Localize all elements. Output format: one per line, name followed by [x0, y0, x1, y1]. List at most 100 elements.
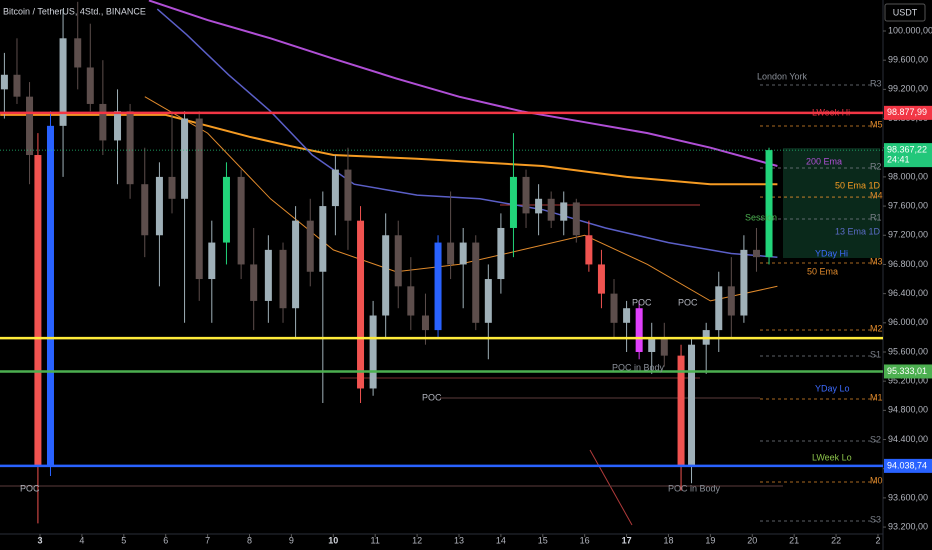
candle-body — [740, 249, 748, 316]
candle-body — [114, 111, 122, 141]
annotation: POC — [422, 392, 442, 402]
annotation: 50 Ema — [807, 266, 838, 276]
ma-line — [144, 96, 778, 302]
currency[interactable]: USDT — [893, 7, 918, 17]
candle-body — [222, 176, 230, 243]
candle-body — [434, 242, 442, 331]
candle-body — [459, 242, 467, 265]
x-tick-label: 18 — [663, 535, 673, 545]
price-box — [884, 105, 932, 120]
pivot-label: M4 — [870, 190, 883, 200]
candle-body — [715, 286, 723, 331]
candle-body — [369, 315, 377, 389]
candle-body — [0, 74, 8, 90]
pivot-label: M2 — [870, 323, 883, 333]
x-tick-label: 12 — [412, 535, 422, 545]
x-tick-label: 6 — [163, 535, 168, 545]
candle-body — [292, 220, 300, 309]
candle-body — [421, 315, 429, 331]
y-tick-label: 96.400,00 — [888, 288, 928, 298]
annotation: YDay Hi — [815, 248, 848, 258]
candle-body — [306, 220, 314, 272]
y-tick-label: 94.800,00 — [888, 405, 928, 415]
price-box — [884, 364, 932, 379]
y-tick-label: 99.200,00 — [888, 84, 928, 94]
candle-body — [26, 96, 34, 156]
x-tick-label: 15 — [538, 535, 548, 545]
x-tick-label: 19 — [705, 535, 715, 545]
annotation: 50 Ema 1D — [835, 180, 881, 190]
candle-body — [407, 286, 415, 316]
candle-body — [279, 249, 287, 309]
candle-body — [447, 242, 455, 265]
x-tick-label: 17 — [622, 535, 632, 545]
x-tick-label: 11 — [371, 535, 380, 545]
candle-body — [331, 169, 339, 207]
candle-body — [484, 279, 492, 323]
pivot-label: R3 — [870, 78, 882, 88]
candle-body — [99, 103, 107, 141]
candle-body — [560, 202, 568, 221]
annotation: 200 Ema — [806, 156, 842, 166]
candle-body — [155, 176, 163, 236]
candle-body — [635, 308, 643, 352]
ma-line — [0, 113, 778, 186]
pivot-label: M5 — [870, 119, 883, 129]
x-tick-label: 8 — [247, 535, 252, 545]
annotation: Session — [745, 212, 777, 222]
x-tick-label: 16 — [580, 535, 590, 545]
candle-body — [59, 38, 67, 126]
currency-box[interactable] — [884, 3, 926, 22]
pivot-label: S3 — [870, 514, 881, 524]
y-tick-label: 93.600,00 — [888, 492, 928, 502]
annotation: POC — [632, 297, 652, 307]
candle-body — [319, 206, 327, 272]
annotation: POC — [20, 483, 40, 493]
x-tick-label: 2 — [875, 535, 880, 545]
annotation: POC in Body — [668, 483, 721, 493]
candle-body — [752, 249, 760, 258]
candle-body — [623, 308, 631, 323]
y-tick-label: 96.800,00 — [888, 259, 928, 269]
x-tick-label: 3 — [38, 535, 43, 545]
candle-body — [572, 202, 580, 236]
x-tick-label: 21 — [789, 535, 799, 545]
chart-title: Bitcoin / TetherUS, 4Std., BINANCE — [3, 6, 146, 16]
candle-body — [597, 264, 605, 294]
candle-body — [208, 242, 216, 280]
trend-line — [589, 449, 633, 526]
candle-body — [522, 176, 530, 214]
y-tick-label: 97.600,00 — [888, 200, 928, 210]
x-tick-label: 14 — [496, 535, 506, 545]
y-tick-label: 96.000,00 — [888, 317, 928, 327]
pivot-label: S2 — [870, 434, 881, 444]
pivot-label: R1 — [870, 212, 882, 222]
candle-body — [237, 176, 245, 265]
candle-body — [46, 125, 54, 466]
x-tick-label: 20 — [747, 535, 757, 545]
candle-body — [13, 74, 21, 97]
candle-body — [357, 220, 365, 389]
price-box-label: 98.877,99 — [887, 107, 927, 117]
y-tick-label: 99.600,00 — [888, 55, 928, 65]
x-tick-label: 5 — [121, 535, 126, 545]
x-tick-label: 10 — [328, 535, 338, 545]
candle-body — [535, 198, 543, 214]
annotation: YDay Lo — [815, 383, 850, 393]
candle-body — [610, 293, 618, 323]
pivot-label: M0 — [870, 475, 883, 485]
last-price-box — [884, 143, 932, 168]
candle-body — [585, 235, 593, 265]
candle-body — [660, 337, 668, 356]
annotation: POC — [678, 297, 698, 307]
candle-body — [86, 67, 94, 104]
candle-body — [382, 235, 390, 316]
candle-body — [344, 169, 352, 221]
x-tick-label: 9 — [289, 535, 294, 545]
candle-body — [765, 150, 773, 258]
y-tick-label: 95.600,00 — [888, 346, 928, 356]
y-tick-label: 98.000,00 — [888, 171, 928, 181]
annotation: POC in Body — [612, 362, 665, 372]
candle-body — [168, 176, 176, 199]
